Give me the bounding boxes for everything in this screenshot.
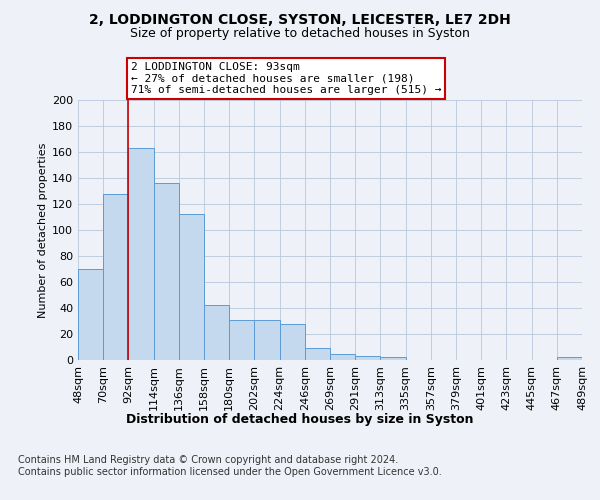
Bar [128, 148, 154, 360]
Bar [78, 269, 103, 360]
Bar [557, 358, 582, 360]
Y-axis label: Number of detached properties: Number of detached properties [38, 142, 48, 318]
Bar [330, 354, 355, 360]
Bar [229, 320, 254, 360]
Bar [280, 324, 305, 360]
Text: Distribution of detached houses by size in Syston: Distribution of detached houses by size … [126, 412, 474, 426]
Bar [380, 358, 406, 360]
Bar [103, 194, 128, 360]
Bar [254, 320, 280, 360]
Bar [179, 214, 204, 360]
Bar [355, 356, 380, 360]
Bar [305, 348, 330, 360]
Bar [154, 183, 179, 360]
Text: 2, LODDINGTON CLOSE, SYSTON, LEICESTER, LE7 2DH: 2, LODDINGTON CLOSE, SYSTON, LEICESTER, … [89, 12, 511, 26]
Text: Size of property relative to detached houses in Syston: Size of property relative to detached ho… [130, 28, 470, 40]
Text: Contains HM Land Registry data © Crown copyright and database right 2024.
Contai: Contains HM Land Registry data © Crown c… [18, 455, 442, 476]
Text: 2 LODDINGTON CLOSE: 93sqm
← 27% of detached houses are smaller (198)
71% of semi: 2 LODDINGTON CLOSE: 93sqm ← 27% of detac… [131, 62, 442, 95]
Bar [204, 306, 229, 360]
